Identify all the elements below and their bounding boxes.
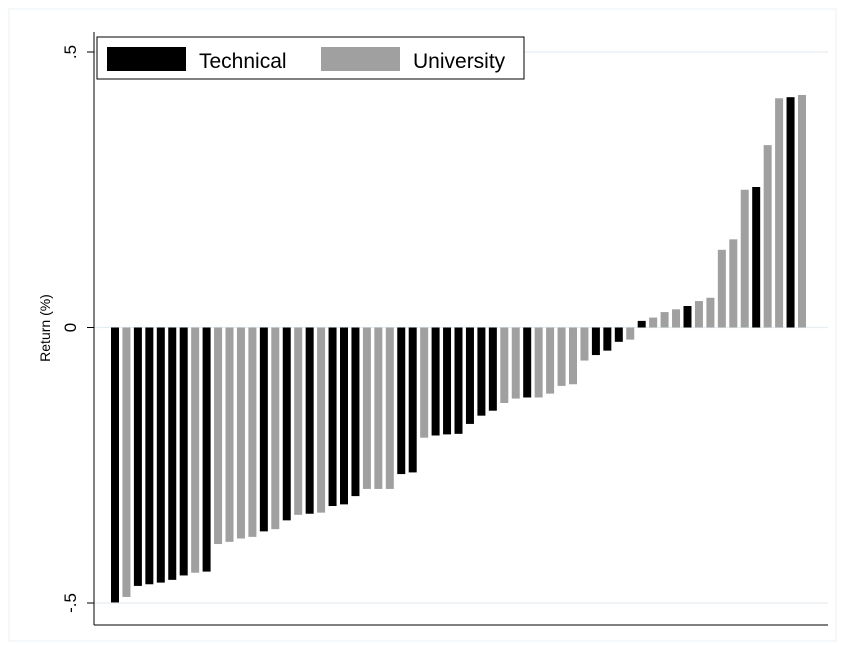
bar-university [694,301,703,328]
bar-technical [477,327,486,416]
bar-technical [111,327,119,603]
bar-technical [637,320,646,328]
bar-university [546,327,555,394]
legend: Technical University [96,36,525,80]
bar-technical [431,327,440,436]
bar-technical [786,97,795,328]
bar-university [557,327,566,386]
bar-technical [443,327,452,435]
bar-university [626,327,635,340]
bar-technical [683,306,692,328]
bar-university [122,327,131,597]
bar-technical [156,327,165,583]
bar-technical [259,327,268,532]
bar-technical [168,327,177,580]
bar-technical [179,327,188,576]
bar-technical [202,327,211,572]
bar-university [294,327,303,515]
y-tick-label: -.5 [61,593,80,613]
legend-swatch-technical [107,47,186,71]
bar-technical [523,327,532,398]
bars [111,94,806,603]
bar-university [740,189,749,328]
bar-university [798,94,806,328]
bar-university [500,327,509,403]
bar-university [225,327,234,542]
bar-technical [397,327,406,475]
bar-technical [408,327,417,473]
bar-university [706,297,715,328]
y-tick-label: 0 [61,323,80,332]
legend-label-university: University [413,50,506,73]
bar-technical [591,327,600,356]
bar-university [763,145,772,328]
legend-swatch-university [321,47,400,71]
bar-technical [488,327,497,411]
bar-university [672,309,681,328]
bar-university [660,312,669,328]
bar-technical [145,327,154,585]
bar-university [248,327,257,537]
bar-university [271,327,280,530]
bar-university [374,327,383,489]
bar-technical [351,327,360,497]
bar-university [775,98,784,328]
bar-technical [454,327,463,434]
bar-university [580,327,589,361]
legend-label-technical: Technical [199,50,287,73]
bar-university [191,327,200,573]
bar-university [362,327,371,489]
bar-technical [305,327,314,514]
bar-university [511,327,520,399]
bar-technical [465,327,474,424]
bar-technical [282,327,291,521]
bar-university [317,327,326,513]
bar-technical [603,327,612,351]
bar-technical [133,327,142,586]
bar-university [385,327,394,489]
bar-university [717,249,726,328]
bar-university [420,327,429,438]
bar-university [214,327,223,545]
bar-university [534,327,543,398]
bar-technical [328,327,337,507]
y-ticks: -.5 0 .5 [61,45,94,613]
bar-technical [340,327,348,505]
bar-technical [614,327,623,342]
bar-technical [752,187,761,328]
bar-university [569,327,577,385]
bar-university [236,327,245,539]
bar-university [649,317,658,328]
y-tick-label: .5 [61,45,80,59]
y-axis-title: Return (%) [37,294,53,362]
bar-university [729,239,738,328]
